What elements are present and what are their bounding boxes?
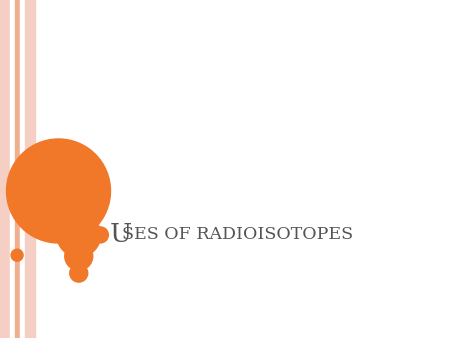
Bar bbox=[25, 0, 35, 338]
Ellipse shape bbox=[92, 227, 108, 243]
Text: U: U bbox=[109, 222, 131, 247]
Ellipse shape bbox=[11, 249, 23, 261]
Ellipse shape bbox=[57, 213, 101, 257]
Bar bbox=[20, 0, 25, 338]
Ellipse shape bbox=[65, 242, 93, 270]
Bar bbox=[0, 0, 10, 338]
Ellipse shape bbox=[70, 264, 88, 282]
Bar bbox=[15, 0, 20, 338]
Bar bbox=[10, 0, 15, 338]
Ellipse shape bbox=[6, 139, 111, 243]
Text: SES OF RADIOISOTOPES: SES OF RADIOISOTOPES bbox=[122, 226, 353, 243]
